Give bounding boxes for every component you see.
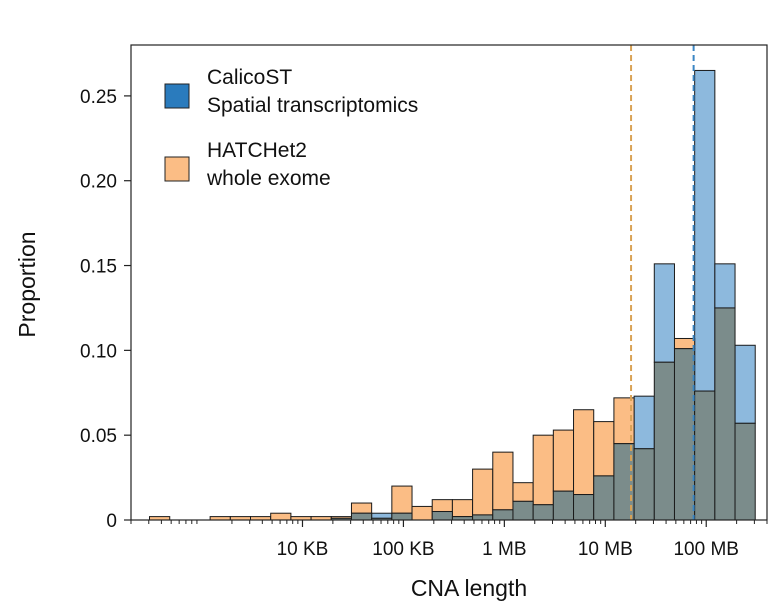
- x-tick-label: 1 MB: [482, 539, 526, 560]
- overlap-bar: [350, 512, 373, 521]
- overlap-bar: [512, 500, 534, 521]
- calicost-bar: [653, 263, 675, 363]
- x-tick-label: 10 MB: [578, 539, 633, 560]
- y-axis-label: Proportion: [14, 231, 40, 337]
- legend-swatch-calicost: [164, 83, 190, 109]
- overlap-bar: [431, 511, 453, 521]
- hatchet2-bar: [532, 434, 554, 506]
- hatchet2-bar: [593, 421, 615, 477]
- overlap-bar: [492, 509, 514, 521]
- x-tick-label: 100 MB: [673, 539, 738, 560]
- legend-swatch-hatchet2: [164, 156, 190, 182]
- legend-label-hatchet2-line2: whole exome: [206, 167, 331, 190]
- y-tick-label: 0.05: [80, 426, 117, 447]
- hatchet2-bar: [472, 468, 494, 516]
- reference-lines: [630, 45, 695, 520]
- x-tick-label: 100 KB: [372, 539, 434, 560]
- hatchet2-bar: [270, 512, 292, 521]
- legend: CalicoST Spatial transcriptomics HATCHet…: [164, 66, 418, 190]
- calicost-bar: [714, 263, 736, 309]
- y-tick-label: 0.20: [80, 172, 117, 193]
- y-tick-label: 0.10: [80, 341, 117, 362]
- y-tick-label: 0.25: [80, 87, 117, 108]
- hatchet2-bar: [552, 429, 575, 492]
- overlap-bar: [633, 448, 655, 521]
- overlap-bar: [734, 422, 756, 521]
- overlap-bar: [532, 504, 554, 521]
- hatchet2-bar: [673, 337, 696, 350]
- overlap-bar: [552, 490, 575, 521]
- overlap-bars: [330, 307, 756, 521]
- overlap-bar: [653, 361, 675, 521]
- calicost-bar: [734, 344, 756, 424]
- plot-frame: [130, 44, 768, 521]
- legend-label-hatchet2-line1: HATCHet2: [207, 139, 307, 162]
- hatchet2-bar: [350, 502, 373, 514]
- y-axis-ticks: 0 0.05 0.10 0.15 0.20 0.25: [80, 87, 131, 532]
- overlap-bar: [714, 307, 736, 521]
- overlap-bar: [573, 494, 595, 521]
- hatchet2-bar: [431, 499, 453, 513]
- y-tick-label: 0: [106, 511, 117, 532]
- calicost-bars: [371, 69, 756, 519]
- x-axis-ticks: 10 KB 100 KB 1 MB 10 MB 100 MB: [130, 520, 768, 560]
- legend-label-calicost-line1: CalicoST: [207, 66, 292, 89]
- calicost-bar: [694, 69, 716, 392]
- hatchet2-bar: [451, 499, 474, 518]
- overlap-bar: [694, 390, 716, 521]
- y-tick-label: 0.15: [80, 257, 117, 278]
- overlap-bar: [673, 348, 696, 521]
- hatchet2-bar: [411, 505, 433, 521]
- axes: [130, 44, 768, 521]
- overlap-bar: [593, 475, 615, 521]
- x-axis-label: CNA length: [411, 575, 527, 601]
- overlap-bar: [472, 514, 494, 521]
- hatchet2-bar: [573, 409, 595, 496]
- legend-label-calicost-line2: Spatial transcriptomics: [207, 94, 418, 117]
- hatchet2-bar: [512, 482, 534, 502]
- overlap-bar: [391, 512, 413, 521]
- hatchet2-bar: [391, 485, 413, 514]
- calicost-bar: [371, 512, 393, 519]
- hatchet2-bar: [492, 451, 514, 511]
- calicost-bar: [633, 395, 655, 450]
- x-tick-label: 10 KB: [277, 539, 329, 560]
